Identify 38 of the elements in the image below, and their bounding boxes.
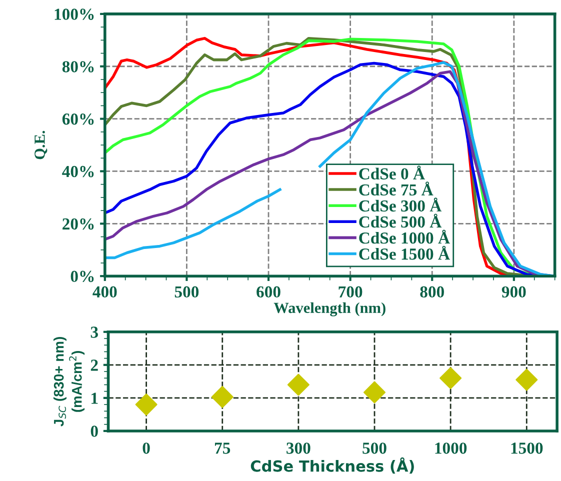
x-axis-title: CdSe Thickness (Å)	[250, 457, 414, 474]
x-tick-label: 500	[362, 442, 386, 454]
y-tick-label: 80%	[62, 61, 94, 72]
x-tick-label: 700	[338, 286, 362, 298]
x-tick-label: 1000	[435, 442, 467, 454]
legend-label: CdSe 1500 Å	[359, 246, 450, 260]
y-tick-label: 20%	[62, 218, 94, 230]
y-axis-title: Q.E.	[34, 130, 48, 160]
x-tick-label: 800	[420, 286, 444, 298]
point	[440, 367, 462, 390]
legend-label: CdSe 0 Å	[359, 166, 425, 180]
y-tick-label: 100%	[54, 8, 94, 20]
x-axis-title: Wavelength (nm)	[274, 302, 386, 316]
y-tick-label: 40%	[62, 166, 94, 178]
x-tick-label: 900	[502, 286, 526, 298]
point	[211, 386, 234, 408]
y-tick-label: 0	[90, 426, 98, 437]
point	[135, 394, 158, 416]
point	[516, 368, 538, 391]
y-tick-label: 1	[92, 392, 98, 404]
x-tick-label: 1500	[511, 442, 543, 454]
x-tick-label: 600	[256, 286, 280, 298]
y-tick-label: 60%	[62, 114, 94, 125]
x-tick-label: 500	[174, 286, 199, 298]
point	[287, 374, 310, 396]
point	[364, 381, 386, 404]
x-tick-label: 300	[286, 442, 310, 454]
y-tick-label: 0%	[70, 270, 94, 282]
x-tick-label: 0	[142, 442, 150, 454]
y-axis-title: J$_{SC}$ (830+ nm) (mA/cm$^{2}$)	[54, 337, 85, 426]
x-tick-label: 400	[92, 286, 117, 298]
legend-label: CdSe 500 Å	[359, 214, 442, 228]
legend-label: CdSe 300 Å	[359, 198, 442, 212]
legend-label: CdSe 1000 Å	[359, 230, 450, 244]
y-tick-label: 3	[90, 326, 98, 338]
legend-label: CdSe 75 Å	[359, 182, 434, 196]
x-tick-label: 75	[214, 442, 230, 454]
y-tick-label: 2	[90, 360, 98, 371]
